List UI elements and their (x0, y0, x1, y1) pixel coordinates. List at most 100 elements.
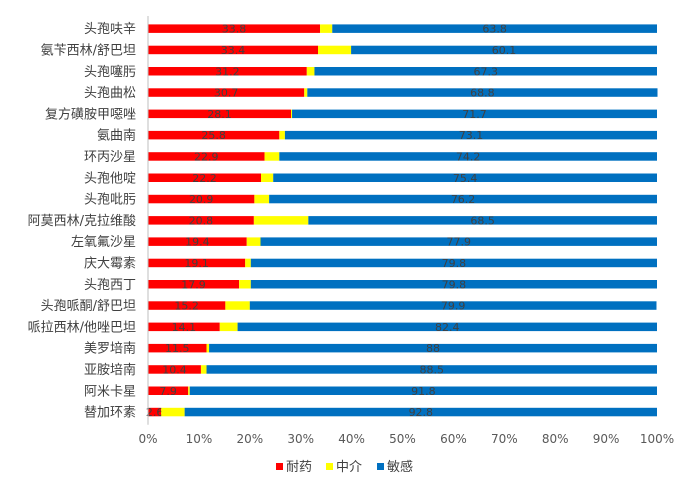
bar-segment-intermediate (320, 24, 333, 33)
bar-segment-intermediate (219, 322, 238, 332)
bar-segment-intermediate (225, 301, 250, 310)
data-label: 88.5 (420, 363, 445, 376)
x-tick-label: 0% (138, 432, 157, 446)
bar-segment-resistant (148, 216, 254, 225)
x-tick-label: 80% (542, 432, 569, 446)
bar-segment-intermediate (264, 152, 280, 161)
category-label: 左氧氟沙星 (71, 235, 136, 250)
data-label: 17.9 (181, 278, 206, 291)
bar-segment-resistant (148, 322, 220, 332)
category-label: 哌拉西林/他唑巴坦 (28, 319, 136, 335)
bar-segment-intermediate (239, 280, 251, 289)
data-label: 19.1 (184, 257, 209, 270)
data-label: 2.6 (146, 406, 164, 419)
x-tick-label: 100% (640, 432, 674, 446)
category-label: 头孢他啶 (84, 171, 136, 186)
data-label: 7.9 (159, 385, 177, 398)
data-label: 79.8 (442, 278, 467, 291)
bar-segment-intermediate (279, 130, 285, 140)
bar-segment-intermediate (246, 237, 261, 246)
data-label: 63.8 (482, 23, 507, 36)
bar-segment-resistant (148, 386, 189, 395)
bar-segment-resistant (148, 194, 255, 204)
bar-segment-resistant (148, 88, 305, 97)
category-label: 替加环素 (84, 406, 136, 421)
bar-segment-sensitive (237, 322, 658, 332)
data-label: 28.1 (207, 108, 232, 121)
data-label: 60.1 (492, 44, 517, 57)
category-label: 头孢哌酮/舒巴坦 (41, 298, 136, 314)
data-label: 73.1 (459, 129, 484, 142)
bar-segment-resistant (148, 130, 280, 140)
bar-segment-intermediate (188, 386, 190, 395)
data-label: 25.8 (201, 129, 226, 142)
x-tick-label: 60% (440, 432, 467, 446)
bar-segment-resistant (148, 24, 321, 33)
bar-segment-sensitive (250, 280, 657, 289)
data-label: 20.9 (189, 193, 214, 206)
legend-swatch (377, 463, 384, 470)
bar-segment-intermediate (260, 173, 274, 182)
data-label: 71.7 (462, 108, 487, 121)
data-label: 82.4 (435, 321, 460, 334)
x-tick-label: 40% (338, 432, 365, 446)
bar-segment-resistant (148, 365, 201, 374)
data-label: 33.8 (222, 23, 247, 36)
category-label: 氨苄西林/舒巴坦 (41, 43, 136, 58)
bar-segment-sensitive (308, 216, 657, 225)
bar-segment-intermediate (306, 67, 315, 76)
data-label: 11.5 (165, 342, 190, 355)
bar-segment-sensitive (279, 152, 657, 161)
data-label: 14.1 (172, 321, 197, 334)
data-label: 33.4 (221, 44, 246, 57)
x-tick-label: 20% (236, 432, 263, 446)
bar-segment-resistant (148, 343, 207, 353)
data-label: 76.2 (451, 193, 476, 206)
category-label: 阿莫西林/克拉维酸 (28, 214, 136, 229)
category-label: 亚胺培南 (84, 362, 136, 378)
x-tick-label: 50% (389, 432, 416, 446)
legend-label: 敏感 (387, 459, 413, 475)
bar-segment-resistant (148, 280, 240, 289)
data-label: 30.7 (214, 87, 239, 100)
data-label: 75.4 (453, 172, 478, 185)
data-label: 31.2 (215, 65, 240, 78)
bar-segment-resistant (148, 109, 292, 119)
data-label: 92.8 (409, 406, 434, 419)
bar-segment-sensitive (260, 237, 657, 246)
bar-segment-intermediate (161, 407, 185, 417)
bar-segment-resistant (148, 173, 261, 182)
bar-segment-sensitive (189, 386, 657, 395)
bar-segment-intermediate (318, 45, 352, 55)
bar-segment-resistant (148, 301, 226, 310)
legend-label: 耐药 (286, 460, 312, 475)
x-tick-label: 10% (186, 432, 213, 446)
bar-segment-resistant (148, 407, 162, 417)
bar-segment-sensitive (351, 45, 657, 55)
bar-segment-intermediate (206, 343, 210, 353)
data-label: 79.8 (442, 257, 467, 270)
data-label: 15.2 (174, 300, 199, 313)
bar-segment-resistant (148, 258, 246, 268)
bar-segment-sensitive (269, 194, 657, 204)
bar-segment-intermediate (245, 258, 251, 268)
bar-segment-resistant (148, 152, 265, 161)
bar-segment-resistant (148, 67, 307, 76)
category-label: 庆大霉素 (84, 256, 136, 271)
data-label: 74.2 (456, 150, 481, 163)
bar-segment-sensitive (314, 67, 657, 76)
legend-swatch (276, 463, 283, 470)
data-label: 79.9 (441, 300, 466, 313)
bar-segment-sensitive (284, 130, 657, 140)
legend-swatch (326, 463, 333, 470)
data-label: 88 (426, 342, 440, 355)
bar-segment-sensitive (273, 173, 657, 182)
data-label: 77.9 (446, 236, 471, 249)
category-label: 头孢呋辛 (84, 22, 136, 37)
data-label: 22.9 (194, 150, 219, 163)
category-label: 氨曲南 (97, 128, 136, 144)
data-label: 20.8 (189, 214, 214, 227)
category-label: 复方磺胺甲噁唑 (45, 106, 136, 122)
